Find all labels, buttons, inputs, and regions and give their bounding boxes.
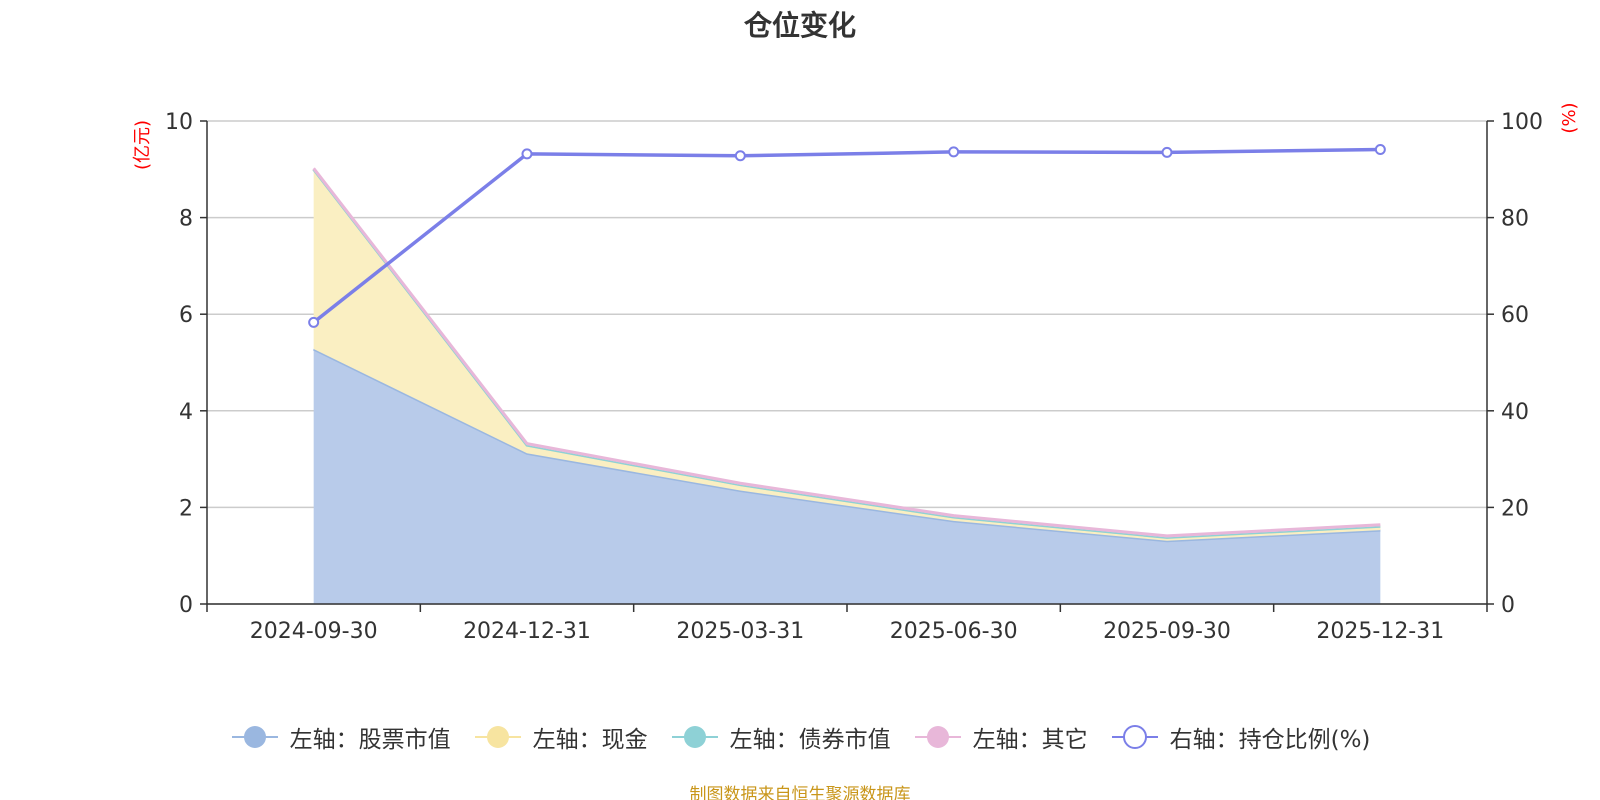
legend-item[interactable]: 左轴：现金 xyxy=(473,720,648,754)
data-point[interactable] xyxy=(734,150,746,162)
legend-label: 左轴：股票市值 xyxy=(289,727,451,753)
x-axis-tick-label: 2024-09-30 xyxy=(250,619,378,644)
line-layer xyxy=(308,143,1386,328)
legend-item[interactable]: 左轴：股票市值 xyxy=(230,720,451,754)
right-axis-unit: (%) xyxy=(1559,102,1580,133)
x-axis-tick-label: 2025-09-30 xyxy=(1103,619,1231,644)
data-point[interactable] xyxy=(521,148,533,160)
legend-dot-icon xyxy=(231,726,278,748)
legend-label: 左轴：债券市值 xyxy=(729,727,891,753)
data-point[interactable] xyxy=(1161,146,1173,158)
area-edge-左轴：其它 xyxy=(312,167,1381,538)
area-左轴：股票市值 xyxy=(313,348,1381,604)
legend-label: 左轴：其它 xyxy=(972,727,1088,753)
right-axis-tick-label: 60 xyxy=(1501,303,1529,328)
x-axis-tick-label: 2025-12-31 xyxy=(1316,619,1444,644)
series-line xyxy=(312,147,1381,324)
legend-dot-icon xyxy=(474,726,521,748)
x-axis-tick-label: 2025-03-31 xyxy=(676,619,804,644)
legend-dot-icon xyxy=(671,726,718,748)
left-axis-tick-label: 6 xyxy=(179,303,193,328)
chart-title: 仓位变化 xyxy=(743,9,856,42)
left-axis-tick-label: 10 xyxy=(165,110,193,135)
legend-label: 左轴：现金 xyxy=(532,727,648,753)
right-axis-tick-label: 20 xyxy=(1501,496,1529,521)
area-layer xyxy=(312,167,1381,604)
data-point[interactable] xyxy=(1374,143,1386,155)
x-axis-tick-label: 2024-12-31 xyxy=(463,619,591,644)
legend-item[interactable]: 右轴：持仓比例(%) xyxy=(1110,720,1371,754)
legend-item[interactable]: 左轴：其它 xyxy=(913,720,1088,754)
legend: 左轴：股票市值 左轴：现金 左轴：债券市值 左轴：其它 右轴：持仓比例(%) xyxy=(0,720,1600,754)
left-axis-tick-label: 4 xyxy=(179,400,193,425)
right-axis-tick-label: 0 xyxy=(1501,593,1515,618)
right-axis-tick-label: 40 xyxy=(1501,400,1529,425)
source-note: 制图数据来自恒生聚源数据库 xyxy=(689,785,911,800)
legend-hollow-circle-icon xyxy=(1111,725,1158,749)
right-axis-tick-label: 100 xyxy=(1501,110,1543,135)
legend-label: 右轴：持仓比例(%) xyxy=(1169,727,1371,753)
left-axis-tick-label: 2 xyxy=(179,496,193,521)
data-point[interactable] xyxy=(308,316,320,328)
legend-item[interactable]: 左轴：债券市值 xyxy=(670,720,891,754)
legend-dot-icon xyxy=(914,726,961,748)
left-axis-tick-label: 0 xyxy=(179,593,193,618)
left-axis-unit: (亿元) xyxy=(132,120,153,170)
data-point[interactable] xyxy=(948,146,960,158)
x-axis-tick-label: 2025-06-30 xyxy=(890,619,1018,644)
left-axis-tick-label: 8 xyxy=(179,207,193,232)
right-axis-tick-label: 80 xyxy=(1501,207,1529,232)
